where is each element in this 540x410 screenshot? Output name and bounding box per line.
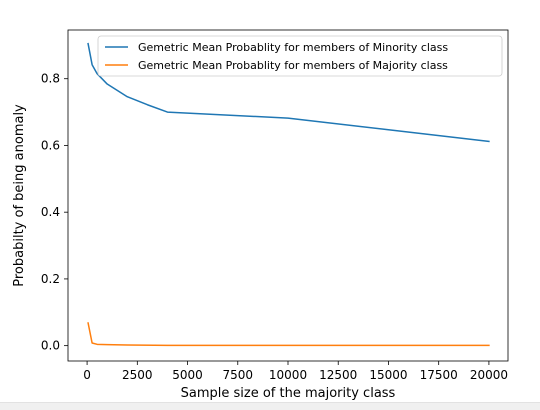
plot-area [68, 30, 508, 361]
x-tick-label: 2500 [122, 368, 153, 382]
x-tick-label: 12500 [319, 368, 357, 382]
x-tick-label: 5000 [172, 368, 203, 382]
series-line-majority [87, 322, 490, 347]
series-layer [87, 42, 490, 347]
window-bottom-strip [0, 402, 540, 410]
legend-box [97, 35, 503, 77]
y-tick-label: 0.8 [41, 72, 60, 86]
series-line-minority [87, 42, 490, 143]
x-tick-label: 15000 [369, 368, 407, 382]
x-tick-label: 17500 [420, 368, 458, 382]
x-axis-label: Sample size of the majority class [181, 386, 396, 401]
legend-label: Gemetric Mean Probablity for members of … [138, 41, 448, 54]
y-tick-label: 0.4 [41, 205, 60, 219]
legend: Gemetric Mean Probablity for members of … [97, 35, 503, 77]
x-tick-label: 10000 [269, 368, 307, 382]
axis-layer: 0 2500 5000 7500 10000 12500 15000 17500 20000 0.… [41, 72, 508, 382]
x-tick-label: 20000 [470, 368, 508, 382]
plot-frame [67, 29, 509, 362]
y-tick-label: 0.0 [41, 339, 60, 353]
y-tick-label: 0.6 [41, 138, 60, 152]
x-tick-label: 7500 [222, 368, 253, 382]
y-tick-label: 0.2 [41, 272, 60, 286]
y-axis-label: Probabilty of being anomaly [12, 104, 27, 287]
x-tick-label: 0 [83, 368, 91, 382]
legend-label: Gemetric Mean Probablity for members of … [138, 59, 448, 72]
